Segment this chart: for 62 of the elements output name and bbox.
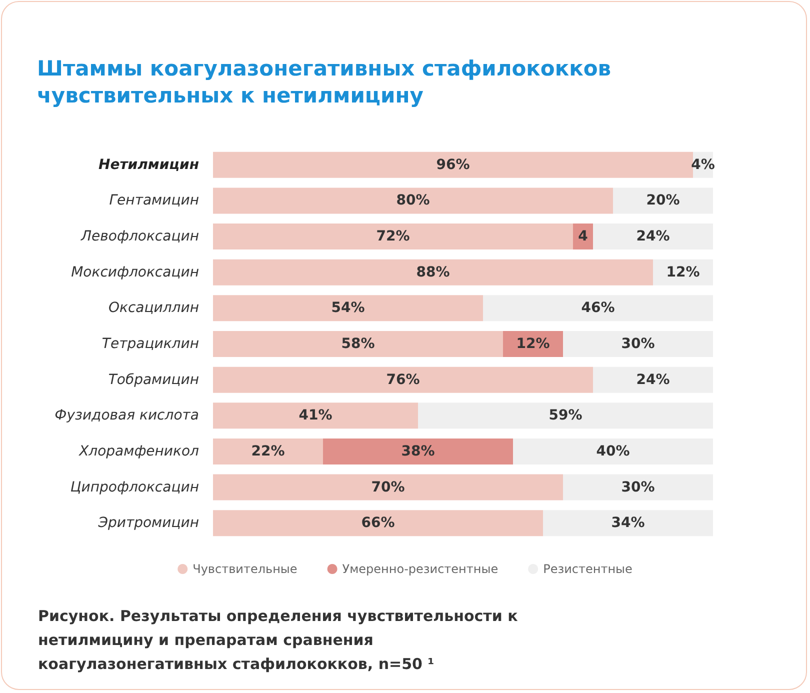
data-label: 70%: [371, 479, 405, 496]
data-label: 22%: [251, 443, 285, 460]
data-label: 66%: [361, 515, 395, 532]
legend-label: Чувствительные: [192, 562, 298, 576]
y-tick-label: Оксациллин: [108, 300, 199, 316]
y-tick-label: Нетилмицин: [98, 156, 200, 173]
y-tick-label: Тобрамицин: [108, 372, 199, 388]
bar: [213, 402, 418, 429]
y-tick-label: Хлорамфеникол: [78, 443, 200, 460]
data-label: 20%: [646, 192, 680, 209]
bar: [593, 366, 713, 393]
bar: [543, 510, 713, 536]
data-label: 24%: [636, 228, 670, 245]
data-label: 59%: [548, 408, 582, 424]
bar: [213, 331, 503, 357]
data-label: 96%: [436, 156, 470, 173]
data-label: 24%: [636, 372, 670, 388]
data-label: 4: [578, 228, 588, 245]
bar: [213, 438, 323, 464]
bar: [213, 188, 613, 214]
data-label: 40%: [596, 443, 630, 460]
chart-title: Штаммы коагулазонегативных стафилококков чувствительных к нетилмицину: [37, 56, 612, 108]
data-label: 46%: [581, 300, 615, 316]
bar: [213, 295, 483, 322]
y-tick-label: Гентамицин: [109, 192, 199, 209]
data-label: 58%: [341, 336, 375, 352]
data-label: 38%: [401, 443, 435, 460]
data-label: 34%: [611, 515, 645, 532]
bar: [213, 366, 593, 393]
bar: [213, 474, 563, 500]
bar: [483, 295, 713, 322]
bar: [513, 438, 713, 464]
bar: [563, 474, 713, 500]
data-label: 54%: [331, 300, 365, 316]
y-tick-label: Фузидовая кислота: [54, 408, 199, 424]
data-label: 72%: [376, 228, 410, 245]
bar: [213, 259, 653, 286]
bar: [213, 152, 693, 178]
bar: [418, 402, 713, 429]
y-tick-label: Эритромицин: [97, 515, 199, 532]
bar: [593, 224, 713, 250]
y-tick-label: Левофлоксацин: [80, 228, 199, 245]
y-tick-label: Тетрациклин: [102, 336, 199, 352]
bar: [323, 438, 513, 464]
legend-label: Резистентные: [543, 562, 632, 576]
data-label: 80%: [396, 192, 430, 209]
y-tick-label: Ципрофлоксацин: [70, 479, 199, 496]
data-label: 30%: [621, 336, 655, 352]
data-label: 30%: [621, 479, 655, 496]
data-label: 41%: [298, 408, 332, 424]
bar: [213, 510, 543, 536]
y-tick-label: Моксифлоксацин: [71, 264, 199, 280]
data-label: 76%: [386, 372, 420, 388]
data-label: 4%: [691, 156, 715, 173]
bar: [213, 224, 573, 250]
bar: [563, 331, 713, 357]
data-label: 12%: [666, 264, 700, 280]
bar: [613, 188, 713, 214]
data-label: 12%: [516, 336, 550, 352]
text: Рисунок. Результаты определения чувствительности к нетилмицину и препаратам сравнения коагулазонегативных стафилококков, n=50 ¹: [38, 607, 524, 673]
legend-label: Умеренно-резистентные: [342, 562, 498, 576]
data-label: 88%: [416, 264, 450, 280]
